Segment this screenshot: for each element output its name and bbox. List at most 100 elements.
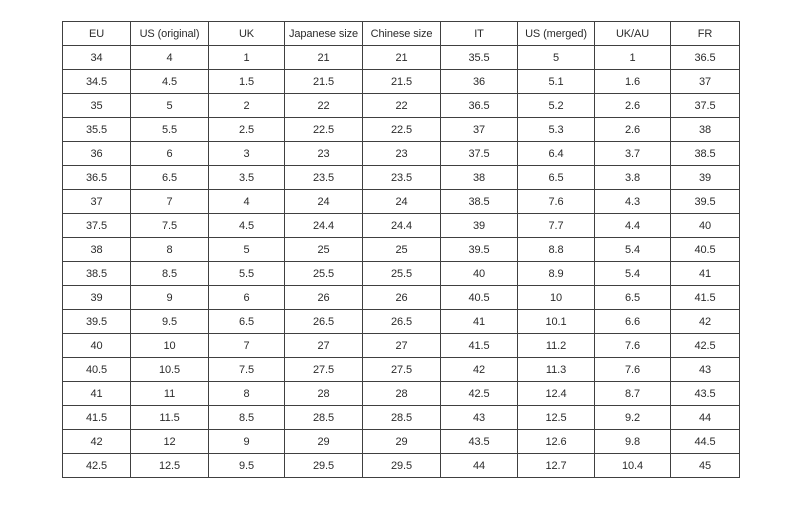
table-cell: 1.6	[594, 69, 671, 94]
size-table-body: 34 4 1 21 21 35.5 5 1 36.5 34.5 4.5 1.5 21.5 21.5 36 5.…	[62, 45, 740, 478]
column-header-it: IT	[440, 21, 518, 46]
table-cell: 44	[670, 405, 740, 430]
table-cell: 6.5	[208, 309, 285, 334]
table-cell: 10.5	[130, 357, 209, 382]
table-cell: 38.5	[62, 261, 131, 286]
table-row: 38 8 5 25 25 39.5 8.8 5.4 40.5	[62, 237, 740, 262]
table-row: 35 5 2 22 22 36.5 5.2 2.6 37.5	[62, 93, 740, 118]
table-cell: 38.5	[670, 141, 740, 166]
table-cell: 35.5	[62, 117, 131, 142]
table-cell: 23.5	[284, 165, 363, 190]
table-row: 35.5 5.5 2.5 22.5 22.5 37 5.3 2.6 38	[62, 117, 740, 142]
table-cell: 5.5	[208, 261, 285, 286]
table-cell: 42.5	[62, 453, 131, 478]
table-cell: 36.5	[670, 45, 740, 70]
header-row: EU US (original) UK Japanese size Chinese si…	[62, 21, 740, 46]
table-cell: 38	[62, 237, 131, 262]
table-row: 40.5 10.5 7.5 27.5 27.5 42 11.3 7.6 43	[62, 357, 740, 382]
table-cell: 4.5	[130, 69, 209, 94]
table-cell: 41.5	[670, 285, 740, 310]
column-header-eu: EU	[62, 21, 131, 46]
table-cell: 27	[362, 333, 441, 358]
table-cell: 26	[284, 285, 363, 310]
table-cell: 23	[362, 141, 441, 166]
table-cell: 34	[62, 45, 131, 70]
table-cell: 42.5	[670, 333, 740, 358]
table-cell: 8.5	[208, 405, 285, 430]
table-row: 34 4 1 21 21 35.5 5 1 36.5	[62, 45, 740, 70]
table-cell: 28	[284, 381, 363, 406]
column-header-chinese-size: Chinese size	[362, 21, 441, 46]
table-cell: 24.4	[362, 213, 441, 238]
table-cell: 28.5	[284, 405, 363, 430]
table-cell: 5	[130, 93, 209, 118]
table-cell: 37.5	[62, 213, 131, 238]
column-header-fr: FR	[670, 21, 740, 46]
table-cell: 5.4	[594, 237, 671, 262]
table-cell: 42	[440, 357, 518, 382]
table-cell: 23	[284, 141, 363, 166]
table-row: 39.5 9.5 6.5 26.5 26.5 41 10.1 6.6 42	[62, 309, 740, 334]
table-cell: 10	[130, 333, 209, 358]
table-cell: 9.5	[130, 309, 209, 334]
table-cell: 5.2	[517, 93, 595, 118]
table-cell: 40.5	[670, 237, 740, 262]
table-row: 36 6 3 23 23 37.5 6.4 3.7 38.5	[62, 141, 740, 166]
table-cell: 7	[130, 189, 209, 214]
table-cell: 7	[208, 333, 285, 358]
table-cell: 24.4	[284, 213, 363, 238]
table-cell: 11.5	[130, 405, 209, 430]
table-cell: 9.5	[208, 453, 285, 478]
table-cell: 25.5	[362, 261, 441, 286]
table-cell: 41.5	[62, 405, 131, 430]
table-cell: 26.5	[362, 309, 441, 334]
table-cell: 41	[440, 309, 518, 334]
table-cell: 8.7	[594, 381, 671, 406]
table-cell: 7.6	[594, 333, 671, 358]
table-cell: 39	[62, 285, 131, 310]
table-cell: 37.5	[670, 93, 740, 118]
table-cell: 6.4	[517, 141, 595, 166]
table-cell: 12.5	[517, 405, 595, 430]
table-cell: 3	[208, 141, 285, 166]
table-cell: 37	[440, 117, 518, 142]
table-cell: 12.5	[130, 453, 209, 478]
table-cell: 36	[62, 141, 131, 166]
table-cell: 29.5	[362, 453, 441, 478]
table-cell: 25.5	[284, 261, 363, 286]
table-cell: 1.5	[208, 69, 285, 94]
table-cell: 6	[130, 141, 209, 166]
table-cell: 29	[284, 429, 363, 454]
table-cell: 6.5	[594, 285, 671, 310]
table-cell: 36.5	[440, 93, 518, 118]
column-header-japanese-size: Japanese size	[284, 21, 363, 46]
table-cell: 4.4	[594, 213, 671, 238]
table-cell: 45	[670, 453, 740, 478]
table-row: 42 12 9 29 29 43.5 12.6 9.8 44.5	[62, 429, 740, 454]
table-cell: 27.5	[362, 357, 441, 382]
table-cell: 5	[208, 237, 285, 262]
table-cell: 35.5	[440, 45, 518, 70]
table-cell: 9	[208, 429, 285, 454]
table-cell: 22.5	[362, 117, 441, 142]
table-cell: 10.1	[517, 309, 595, 334]
table-cell: 35	[62, 93, 131, 118]
table-cell: 37	[670, 69, 740, 94]
table-cell: 6.6	[594, 309, 671, 334]
table-cell: 36.5	[62, 165, 131, 190]
column-header-uk: UK	[208, 21, 285, 46]
table-row: 41.5 11.5 8.5 28.5 28.5 43 12.5 9.2 44	[62, 405, 740, 430]
table-cell: 29	[362, 429, 441, 454]
table-row: 37.5 7.5 4.5 24.4 24.4 39 7.7 4.4 40	[62, 213, 740, 238]
table-cell: 10.4	[594, 453, 671, 478]
table-cell: 9.8	[594, 429, 671, 454]
table-cell: 41	[670, 261, 740, 286]
table-row: 40 10 7 27 27 41.5 11.2 7.6 42.5	[62, 333, 740, 358]
column-header-us-original: US (original)	[130, 21, 209, 46]
table-cell: 38	[440, 165, 518, 190]
table-cell: 28	[362, 381, 441, 406]
table-cell: 3.8	[594, 165, 671, 190]
table-cell: 2.6	[594, 93, 671, 118]
table-cell: 24	[362, 189, 441, 214]
